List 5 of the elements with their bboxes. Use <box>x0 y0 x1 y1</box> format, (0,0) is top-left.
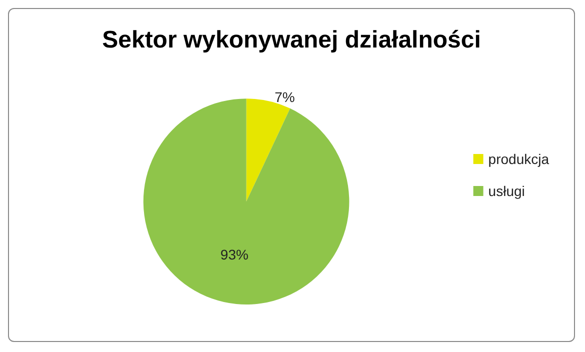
data-label: 7% <box>274 89 295 106</box>
chart-title: Sektor wykonywanej działalności <box>102 26 481 54</box>
data-label: 93% <box>220 246 248 263</box>
legend-label: usługi <box>488 183 525 199</box>
legend-label: produkcja <box>488 151 550 167</box>
